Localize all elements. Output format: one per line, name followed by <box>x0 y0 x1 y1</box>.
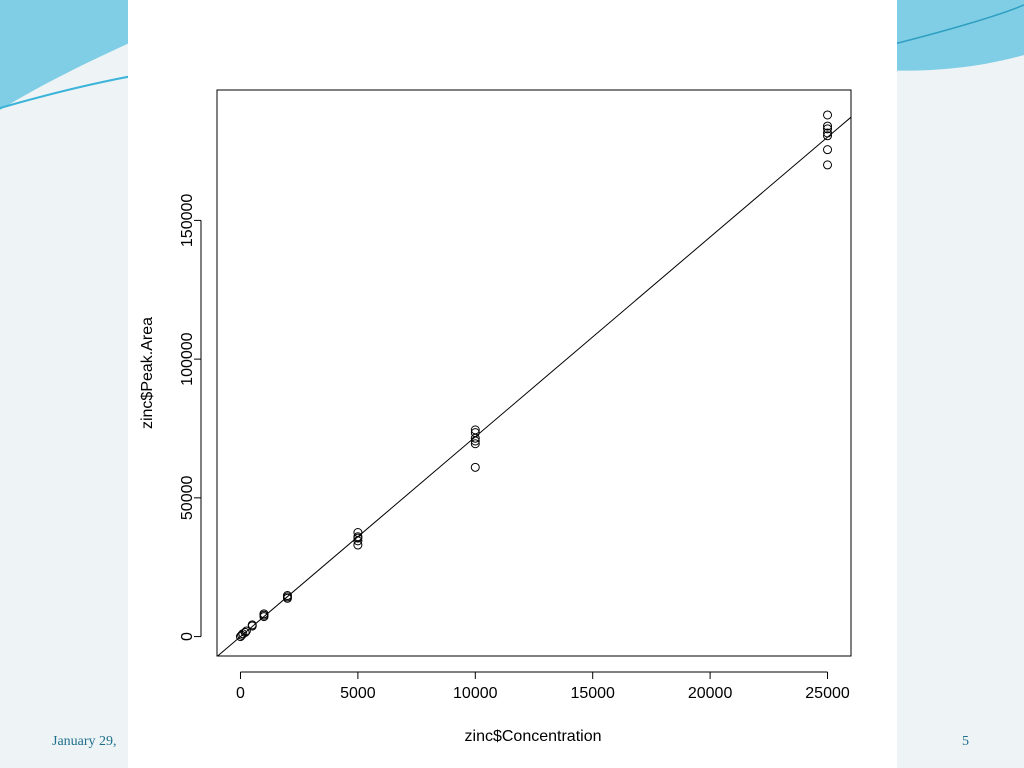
data-point <box>823 160 833 170</box>
x-tick-label: 25000 <box>805 685 850 702</box>
plot-frame <box>216 89 852 657</box>
x-axis-label: zinc$Concentration <box>465 728 602 745</box>
data-point <box>259 609 269 619</box>
data-point <box>823 124 833 134</box>
x-tick-label: 5000 <box>340 685 376 702</box>
data-point <box>470 425 480 435</box>
data-point <box>823 128 833 138</box>
data-point <box>823 145 833 155</box>
x-tick-label: 15000 <box>570 685 615 702</box>
data-point <box>240 627 250 637</box>
data-point <box>823 110 833 120</box>
data-point <box>823 121 833 131</box>
plot-panel <box>128 0 897 768</box>
data-point <box>823 131 833 141</box>
x-tick-label: 10000 <box>453 685 498 702</box>
data-point <box>470 439 480 449</box>
y-axis-label: zinc$Peak.Area <box>139 317 156 429</box>
data-point <box>470 428 480 438</box>
data-point <box>353 528 363 538</box>
y-tick-label: 0 <box>179 632 196 641</box>
x-tick-label: 20000 <box>688 685 733 702</box>
data-point <box>241 626 251 636</box>
data-point <box>470 462 480 472</box>
data-point <box>353 532 363 542</box>
y-tick-label: 100000 <box>179 332 196 385</box>
footer-date: January 29, <box>52 734 117 749</box>
y-tick-label: 150000 <box>179 194 196 247</box>
y-tick-label: 50000 <box>179 476 196 521</box>
data-point <box>247 620 257 630</box>
page-number: 5 <box>962 734 969 749</box>
x-tick-label: 0 <box>236 685 245 702</box>
data-point <box>282 591 292 601</box>
regression-line <box>217 116 852 657</box>
top-right-wave-line <box>889 4 1024 46</box>
